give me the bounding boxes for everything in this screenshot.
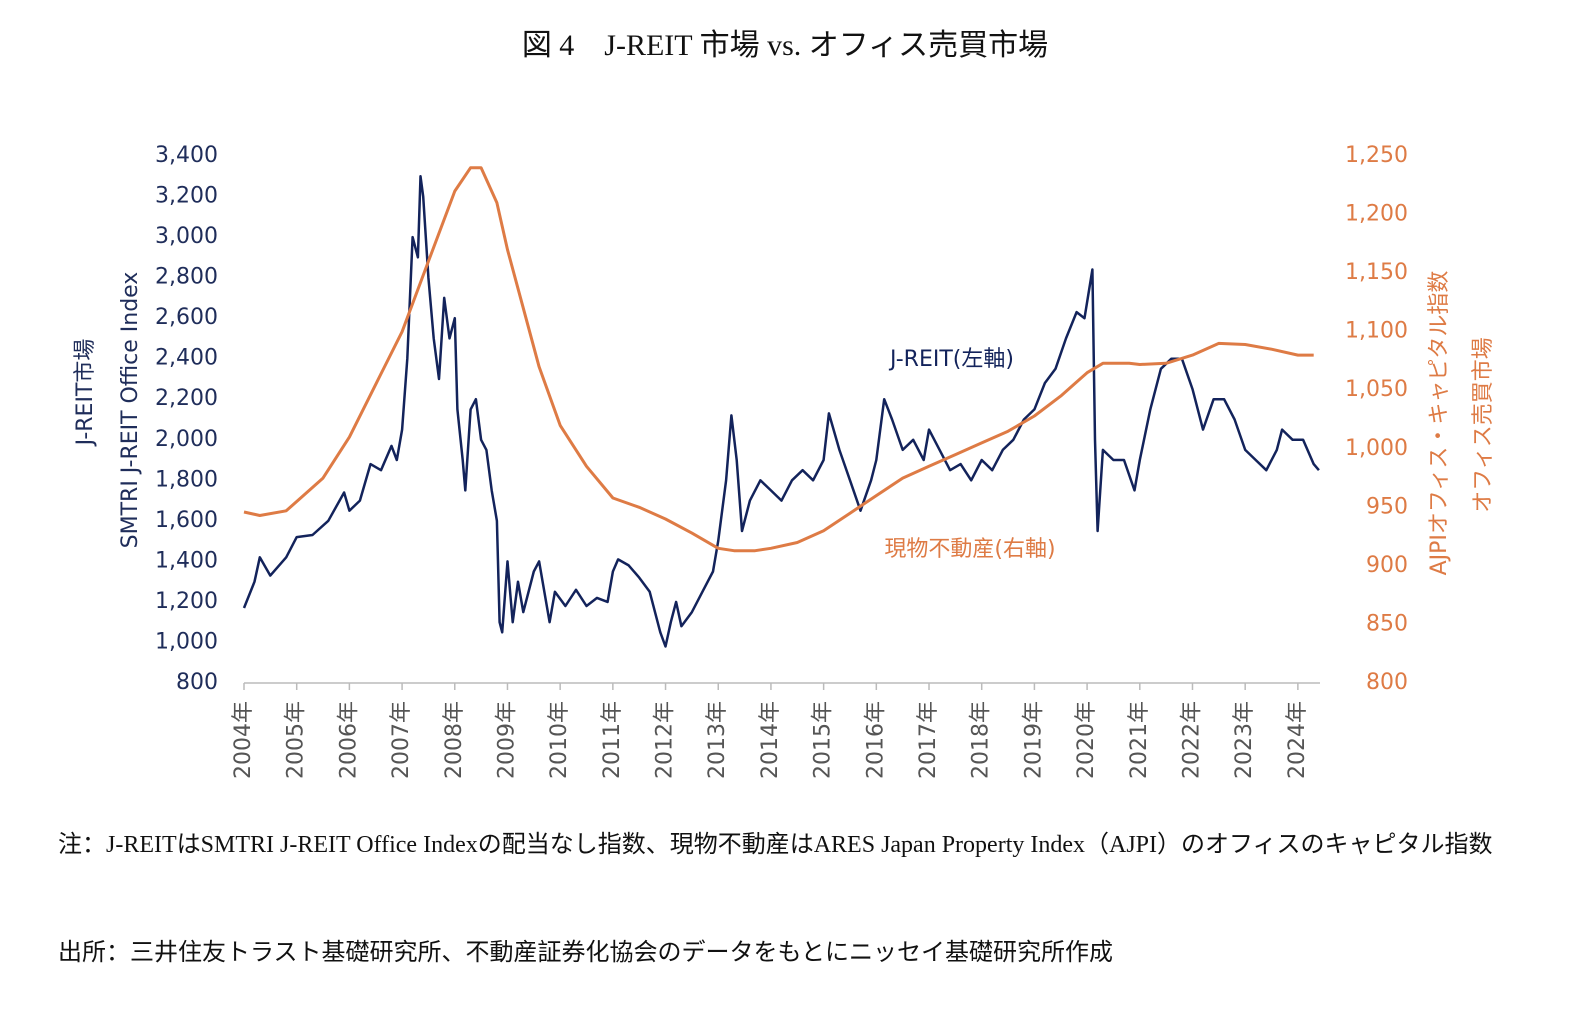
y-tick-label: 2,600: [155, 305, 218, 330]
y2-tick-label: 1,000: [1345, 436, 1408, 461]
series-label: J-REIT(左軸): [888, 347, 1014, 372]
x-tick-label: 2017年: [916, 701, 941, 779]
y2-tick-label: 1,100: [1345, 319, 1408, 344]
series-line: [242, 175, 1320, 648]
x-tick-label: 2022年: [1179, 701, 1204, 779]
x-tick-label: 2013年: [705, 701, 730, 779]
y-tick-label: 2,000: [155, 427, 218, 452]
chart-title: 図 4 J-REIT 市場 vs. オフィス売買市場: [522, 29, 1048, 62]
y2-tick-label: 1,250: [1345, 143, 1408, 168]
y2-tick-label: 1,050: [1345, 377, 1408, 402]
series-line: [243, 166, 1314, 553]
x-tick-label: 2005年: [284, 701, 309, 779]
y2-axis-label: AJPIオフィス・キャピタル指数: [1427, 271, 1452, 576]
x-tick-label: 2021年: [1127, 701, 1152, 779]
y2-tick-label: 850: [1366, 611, 1408, 636]
y-tick-label: 1,800: [155, 467, 218, 492]
x-tick-label: 2023年: [1232, 701, 1257, 779]
y2-tick-label: 800: [1366, 670, 1408, 695]
x-tick-label: 2012年: [653, 701, 678, 779]
y2-tick-label: 1,150: [1345, 260, 1408, 285]
y-tick-label: 2,200: [155, 386, 218, 411]
series-label: 現物不動産(右軸): [884, 537, 1055, 562]
x-tick-label: 2007年: [389, 701, 414, 779]
y-axis-label: SMTRI J-REIT Office Index: [118, 272, 143, 549]
x-tick-label: 2020年: [1074, 701, 1099, 779]
x-tick-label: 2024年: [1285, 701, 1310, 779]
x-tick-label: 2010年: [547, 701, 572, 779]
x-tick-label: 2004年: [231, 701, 256, 779]
y-tick-label: 1,200: [155, 589, 218, 614]
x-tick-label: 2008年: [442, 701, 467, 779]
y2-axis-label: オフィス売買市場: [1471, 337, 1496, 513]
x-tick-label: 2015年: [811, 701, 836, 779]
x-tick-label: 2014年: [758, 701, 783, 779]
y2-tick-label: 900: [1366, 553, 1408, 578]
y2-tick-label: 1,200: [1345, 202, 1408, 227]
source: 出所：三井住友トラスト基礎研究所、不動産証券化協会のデータをもとにニッセイ基礎研…: [58, 940, 1114, 966]
y-tick-label: 2,800: [155, 265, 218, 290]
y-tick-label: 3,000: [155, 224, 218, 249]
y-tick-label: 800: [176, 670, 218, 695]
y-tick-label: 2,400: [155, 346, 218, 371]
x-tick-label: 2019年: [1021, 701, 1046, 779]
x-tick-label: 2016年: [863, 701, 888, 779]
y-tick-label: 1,400: [155, 548, 218, 573]
y2-tick-label: 950: [1366, 494, 1408, 519]
x-tick-label: 2009年: [494, 701, 519, 779]
x-tick-label: 2011年: [600, 701, 625, 779]
y-tick-label: 1,000: [155, 629, 218, 654]
y-axis-label: J-REIT市場: [73, 339, 98, 448]
y-tick-label: 1,600: [155, 508, 218, 533]
x-tick-label: 2018年: [969, 701, 994, 779]
y-tick-label: 3,400: [155, 143, 218, 168]
y-tick-label: 3,200: [155, 184, 218, 209]
x-tick-label: 2006年: [336, 701, 361, 779]
note: 注：J-REITはSMTRI J-REIT Office Indexの配当なし指…: [58, 832, 1493, 858]
